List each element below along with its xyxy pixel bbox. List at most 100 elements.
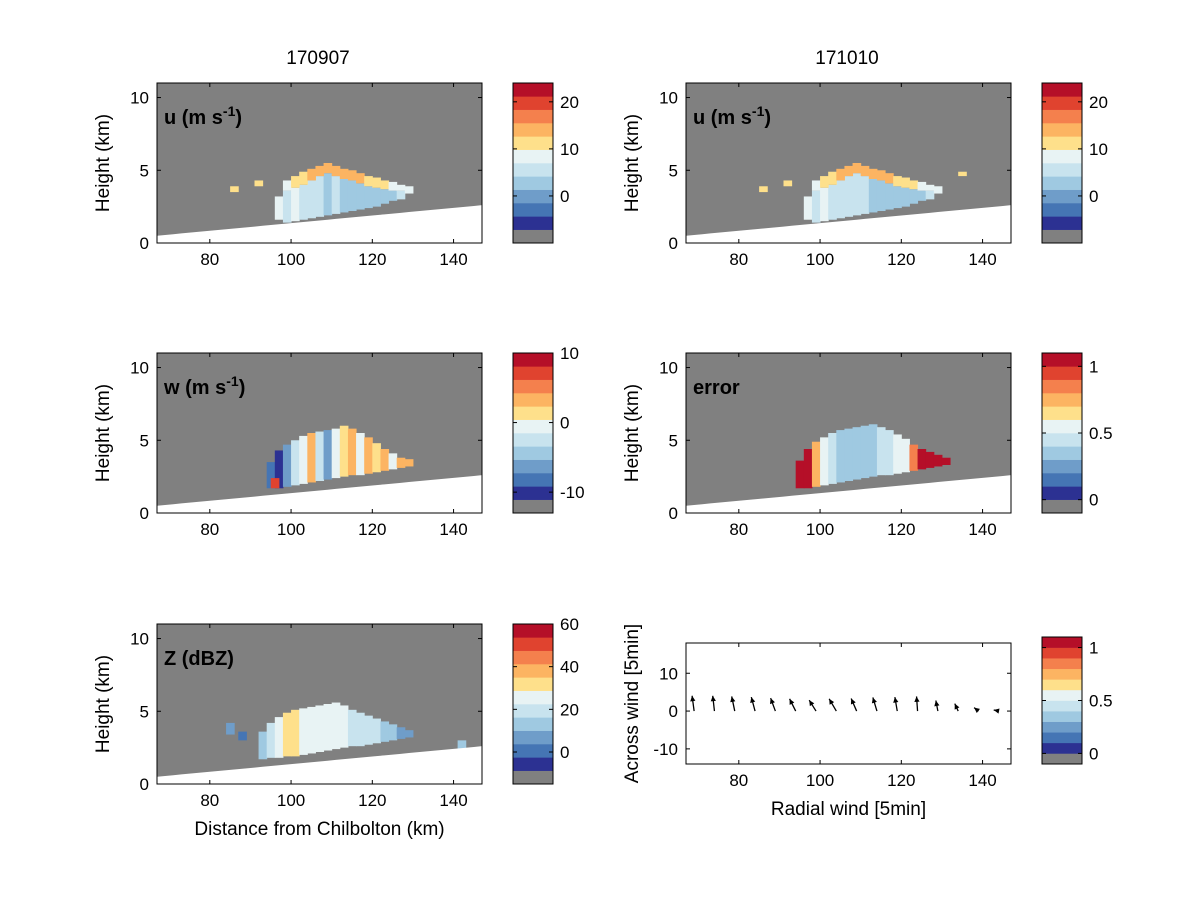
wind-arrow-head — [809, 700, 815, 707]
data-cell — [388, 181, 398, 191]
colorbar-swatch — [513, 704, 553, 718]
y-tick-label: 10 — [130, 89, 149, 108]
data-cell — [364, 186, 373, 209]
wind-arrow-head — [934, 700, 940, 707]
panel-label-suffix: ) — [239, 377, 246, 399]
data-cell — [323, 173, 333, 216]
wind-arrow-head — [850, 698, 856, 705]
data-cell — [380, 180, 390, 190]
colorbar-swatch — [513, 406, 553, 420]
data-cell — [372, 443, 381, 473]
panel-label-superscript: -1 — [752, 103, 765, 119]
colorbar-swatch — [513, 229, 553, 243]
ground-mask — [157, 746, 482, 784]
axes-frame — [685, 352, 1012, 514]
colorbar-tick-label: 0.5 — [1089, 424, 1113, 443]
y-axis-label: Height (km) — [93, 114, 114, 212]
data-cell — [396, 190, 406, 200]
data-cell — [901, 187, 910, 207]
plot-background — [686, 643, 1011, 764]
colorbar-swatch — [513, 203, 553, 217]
data-cell — [364, 715, 373, 745]
data-cell — [356, 712, 365, 747]
wind-arrow-head — [871, 697, 877, 704]
data-cell — [885, 183, 894, 210]
data-cell — [323, 704, 333, 751]
colorbar-swatch — [1042, 499, 1082, 513]
colorbar-swatch — [1042, 433, 1082, 447]
colorbar-swatch — [1042, 203, 1082, 217]
data-cell — [925, 184, 935, 191]
chart-panel-4: 80 100 120 140 0 5 10 Height (km) Distance from … — [93, 615, 579, 840]
data-cell — [291, 440, 300, 486]
data-cell — [372, 177, 381, 188]
colorbar-swatch — [513, 123, 553, 137]
colorbar-swatch — [513, 96, 553, 110]
y-axis-label: Across wind [5min] — [622, 624, 643, 783]
colorbar-swatch — [1042, 446, 1082, 460]
colorbar-swatch — [1042, 700, 1082, 712]
axes-frame — [156, 623, 483, 785]
data-cell — [836, 180, 845, 219]
x-tick-label: 100 — [277, 250, 305, 269]
colorbar-frame — [512, 82, 554, 244]
colorbar-tick-label: 1 — [1089, 357, 1098, 376]
data-cell — [868, 424, 878, 477]
colorbar-swatch — [513, 650, 553, 665]
data-cell — [274, 196, 284, 220]
colorbar-swatch — [1042, 353, 1082, 367]
data-cell — [347, 170, 357, 181]
data-cell — [783, 180, 793, 187]
colorbar-swatch — [1042, 658, 1082, 670]
colorbar-swatch — [1042, 379, 1082, 394]
y-tick-label: 10 — [659, 359, 678, 378]
data-cell — [331, 702, 341, 750]
wind-arrow-head — [730, 696, 736, 703]
data-cell — [364, 437, 373, 474]
data-cell — [909, 180, 919, 190]
colorbar-swatch — [1042, 486, 1082, 500]
data-cell — [828, 184, 837, 220]
data-cell — [811, 180, 821, 191]
data-cell — [844, 176, 854, 217]
data-cell — [266, 462, 276, 489]
data-cell — [226, 722, 235, 735]
x-tick-label: 80 — [729, 520, 748, 539]
data-cell — [254, 180, 264, 187]
data-cell — [282, 180, 292, 191]
colorbar-swatch — [1042, 366, 1082, 380]
data-cell — [364, 176, 373, 187]
panel-label-suffix: ) — [764, 107, 771, 129]
colorbar-swatch — [1042, 689, 1082, 701]
x-tick-label: 80 — [200, 791, 219, 810]
data-cell — [291, 187, 300, 222]
colorbar-tick-label: 1 — [1089, 639, 1098, 658]
colorbar-swatch — [513, 109, 553, 124]
data-cell — [844, 428, 854, 481]
data-cell — [803, 449, 813, 489]
wind-arrow-head — [974, 707, 980, 714]
data-cell — [795, 460, 805, 489]
data-cell — [339, 168, 349, 179]
colorbar-swatch — [513, 664, 553, 678]
axes-frame — [156, 352, 483, 514]
data-cell — [299, 171, 308, 185]
y-axis-label: Height (km) — [622, 114, 643, 212]
data-cell — [836, 430, 845, 483]
wind-arrow-head — [893, 697, 899, 703]
y-tick-label: 0 — [140, 504, 149, 523]
data-cell — [282, 190, 292, 223]
data-cell — [893, 434, 902, 474]
data-cell — [933, 186, 943, 194]
data-cell — [291, 176, 300, 188]
colorbar-swatch — [1042, 679, 1082, 691]
x-tick-label: 100 — [277, 520, 305, 539]
x-tick-label: 80 — [200, 520, 219, 539]
colorbar-swatch — [1042, 753, 1082, 764]
wind-arrow-head — [710, 695, 716, 702]
colorbar-swatch — [1042, 163, 1082, 177]
data-cell — [299, 184, 308, 220]
colorbar-swatch — [1042, 637, 1082, 648]
